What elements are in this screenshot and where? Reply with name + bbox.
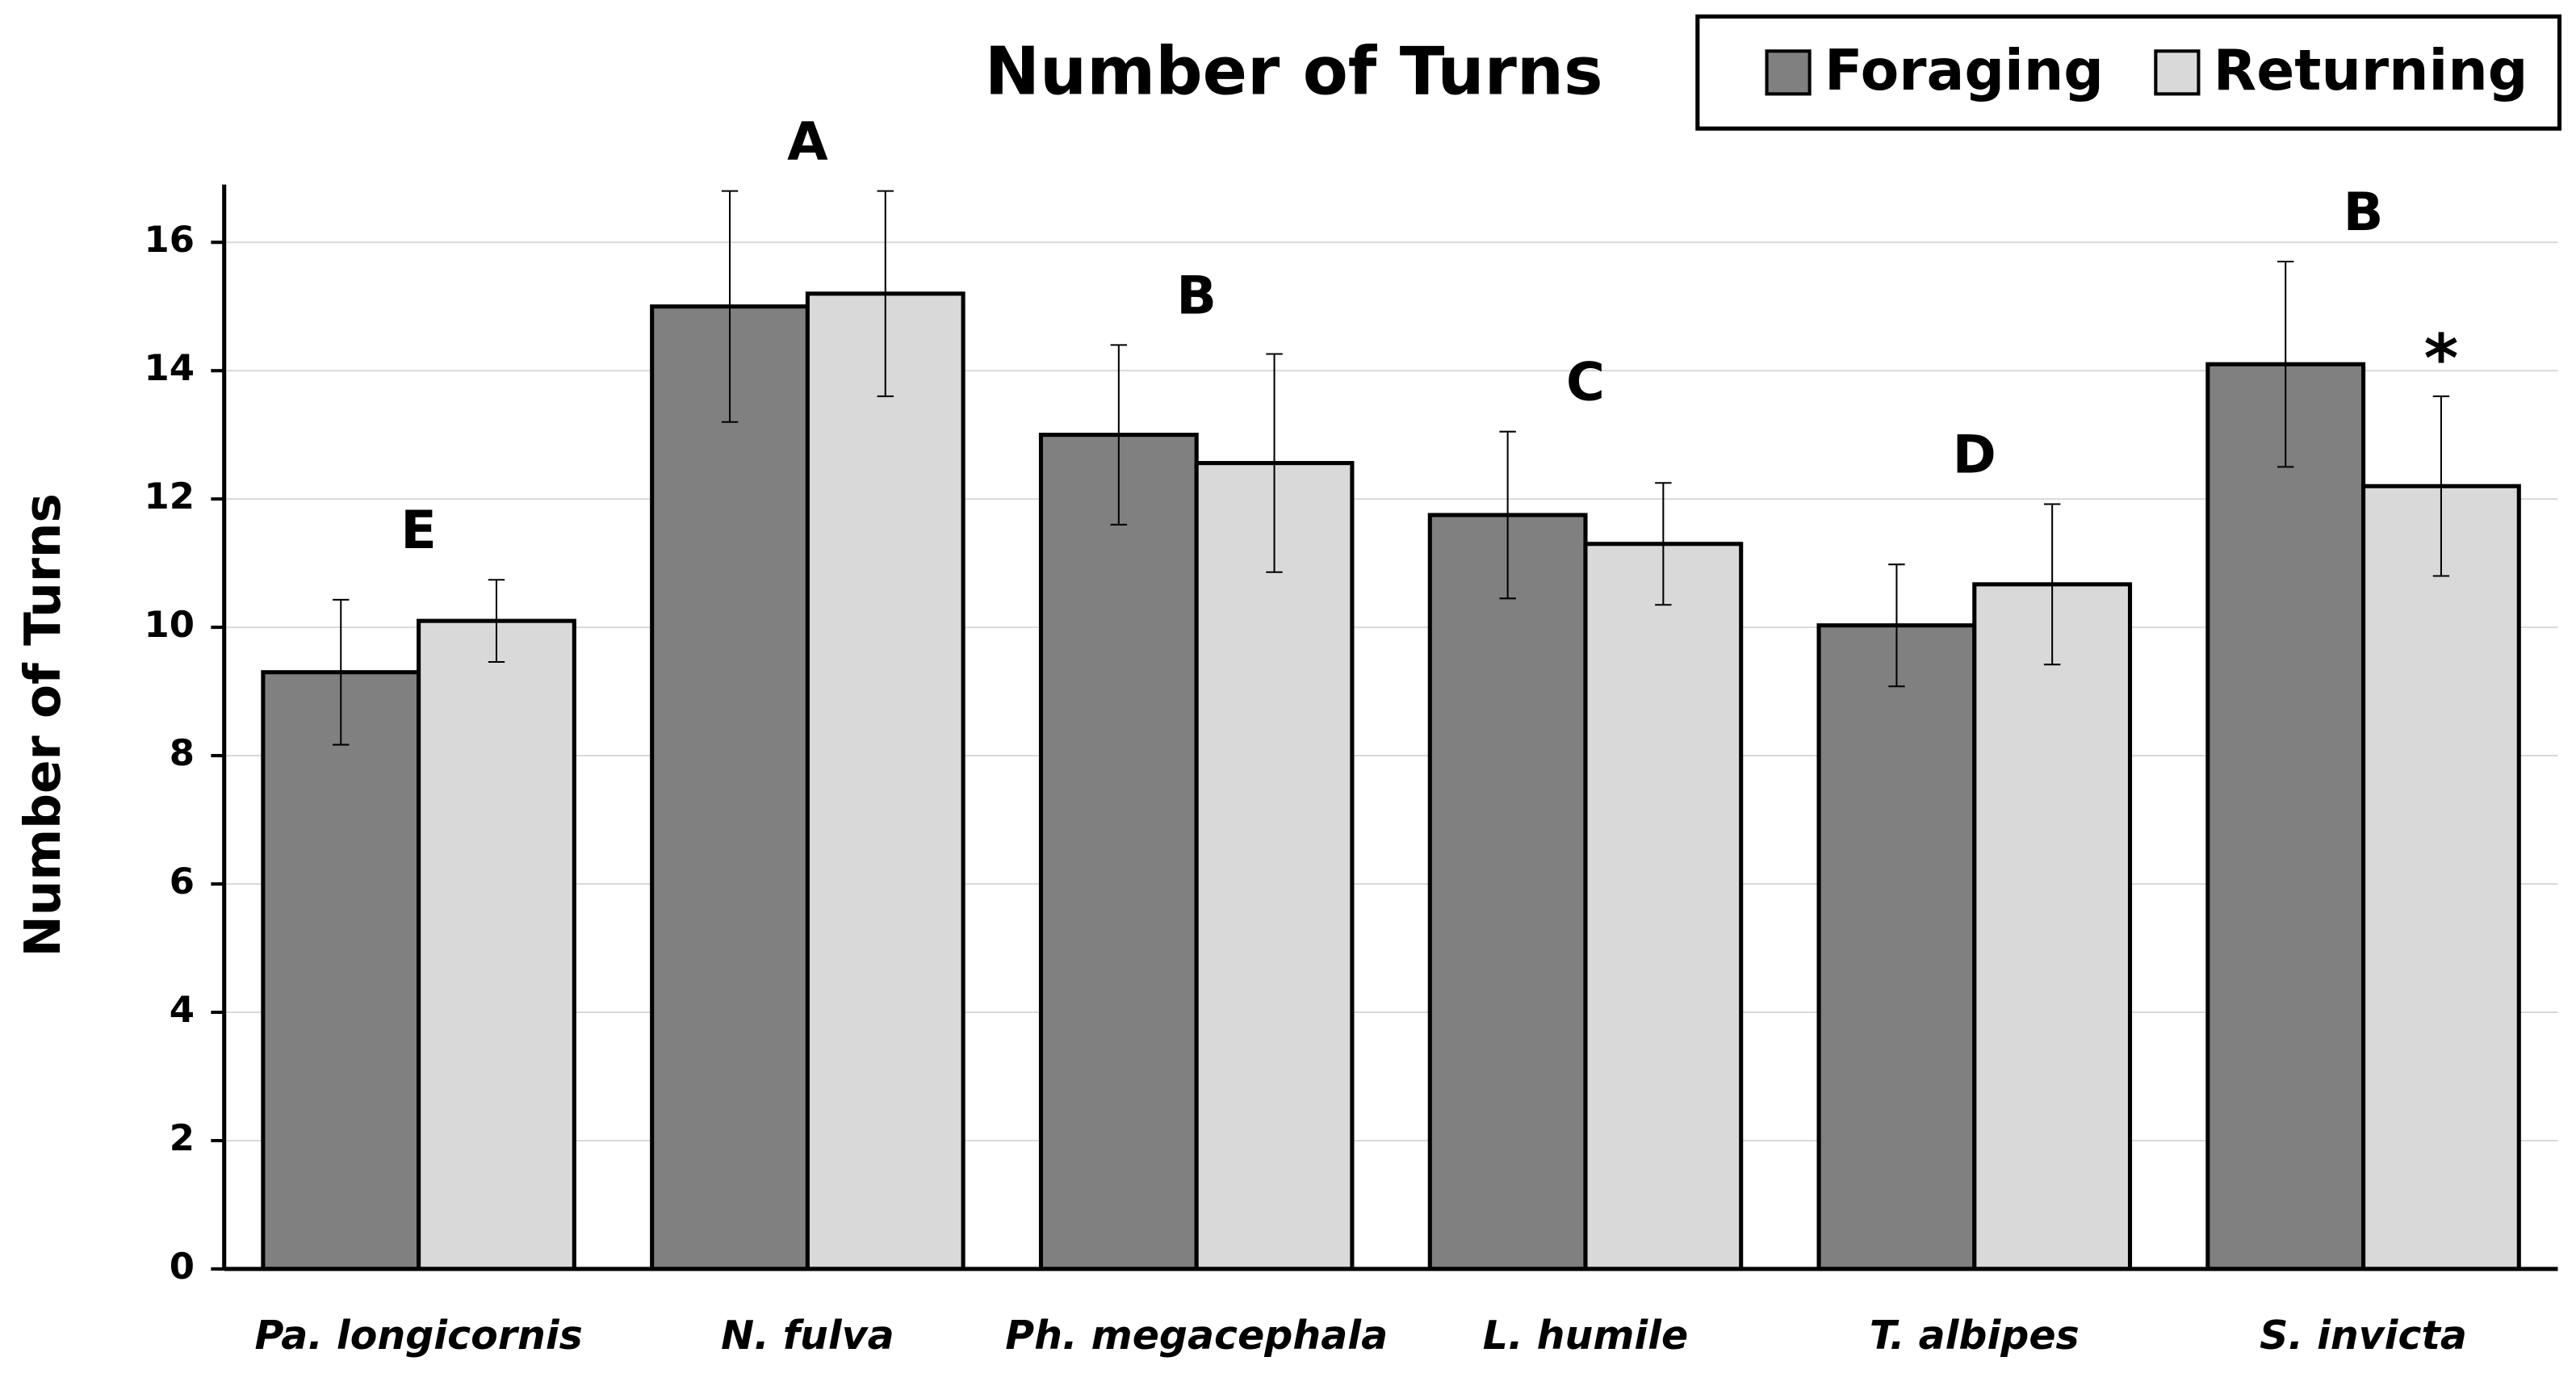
y-tick-label: 8	[170, 731, 195, 774]
bar	[1194, 461, 1355, 1271]
y-tick-label: 12	[144, 475, 195, 517]
legend-swatch	[2154, 49, 2201, 96]
bar	[2205, 362, 2366, 1271]
error-bar	[2432, 395, 2450, 577]
y-tick-label: 2	[170, 1116, 195, 1159]
group-letter: C	[1566, 352, 1605, 413]
x-tick-label: S. invicta	[2260, 1313, 2467, 1359]
bar	[805, 291, 965, 1271]
group-letter: D	[1953, 424, 1996, 485]
bar	[417, 618, 576, 1271]
x-tick-label: N. fulva	[721, 1313, 894, 1359]
bar	[1583, 542, 1744, 1271]
y-tick-label: 0	[170, 1245, 195, 1288]
error-bar	[877, 190, 894, 397]
bar	[1038, 433, 1199, 1271]
error-bar	[2043, 503, 2061, 666]
bar	[1427, 513, 1588, 1271]
error-bar	[1499, 430, 1516, 600]
y-tick-label: 4	[170, 988, 195, 1031]
y-tick-label: 16	[144, 218, 195, 261]
error-bar	[2277, 261, 2294, 468]
legend-label: Returning	[2214, 39, 2528, 103]
error-bar	[721, 190, 739, 423]
group-letter: A	[787, 111, 828, 172]
legend-swatch	[1765, 49, 1812, 96]
significance-mark: *	[2424, 321, 2459, 398]
error-bar	[488, 579, 505, 664]
y-tick-label: 14	[144, 346, 195, 389]
x-tick-label: T. albipes	[1870, 1313, 2080, 1359]
error-bar	[1110, 344, 1128, 526]
y-axis-label: Number of Turns	[15, 493, 72, 957]
bar	[1816, 623, 1977, 1271]
bar	[2361, 484, 2521, 1271]
error-bar	[1266, 353, 1283, 573]
legend-label: Foraging	[1824, 39, 2104, 103]
x-tick-label: Ph. megacephala	[1005, 1313, 1388, 1359]
legend-box	[1695, 14, 2562, 131]
group-letter: E	[400, 500, 437, 561]
error-bar	[333, 598, 350, 746]
bar	[650, 304, 810, 1271]
bar	[261, 670, 421, 1271]
y-tick-label: 10	[144, 603, 195, 646]
bar	[1972, 582, 2133, 1271]
group-letter: B	[2344, 182, 2384, 243]
y-tick-label: 6	[170, 860, 195, 902]
group-letter: B	[1176, 265, 1217, 326]
x-tick-label: L. humile	[1483, 1313, 1688, 1359]
chart-title: Number of Turns	[985, 33, 1603, 110]
error-bar	[1655, 482, 1672, 606]
x-tick-label: Pa. longicornis	[254, 1313, 582, 1359]
error-bar	[1888, 563, 1905, 688]
